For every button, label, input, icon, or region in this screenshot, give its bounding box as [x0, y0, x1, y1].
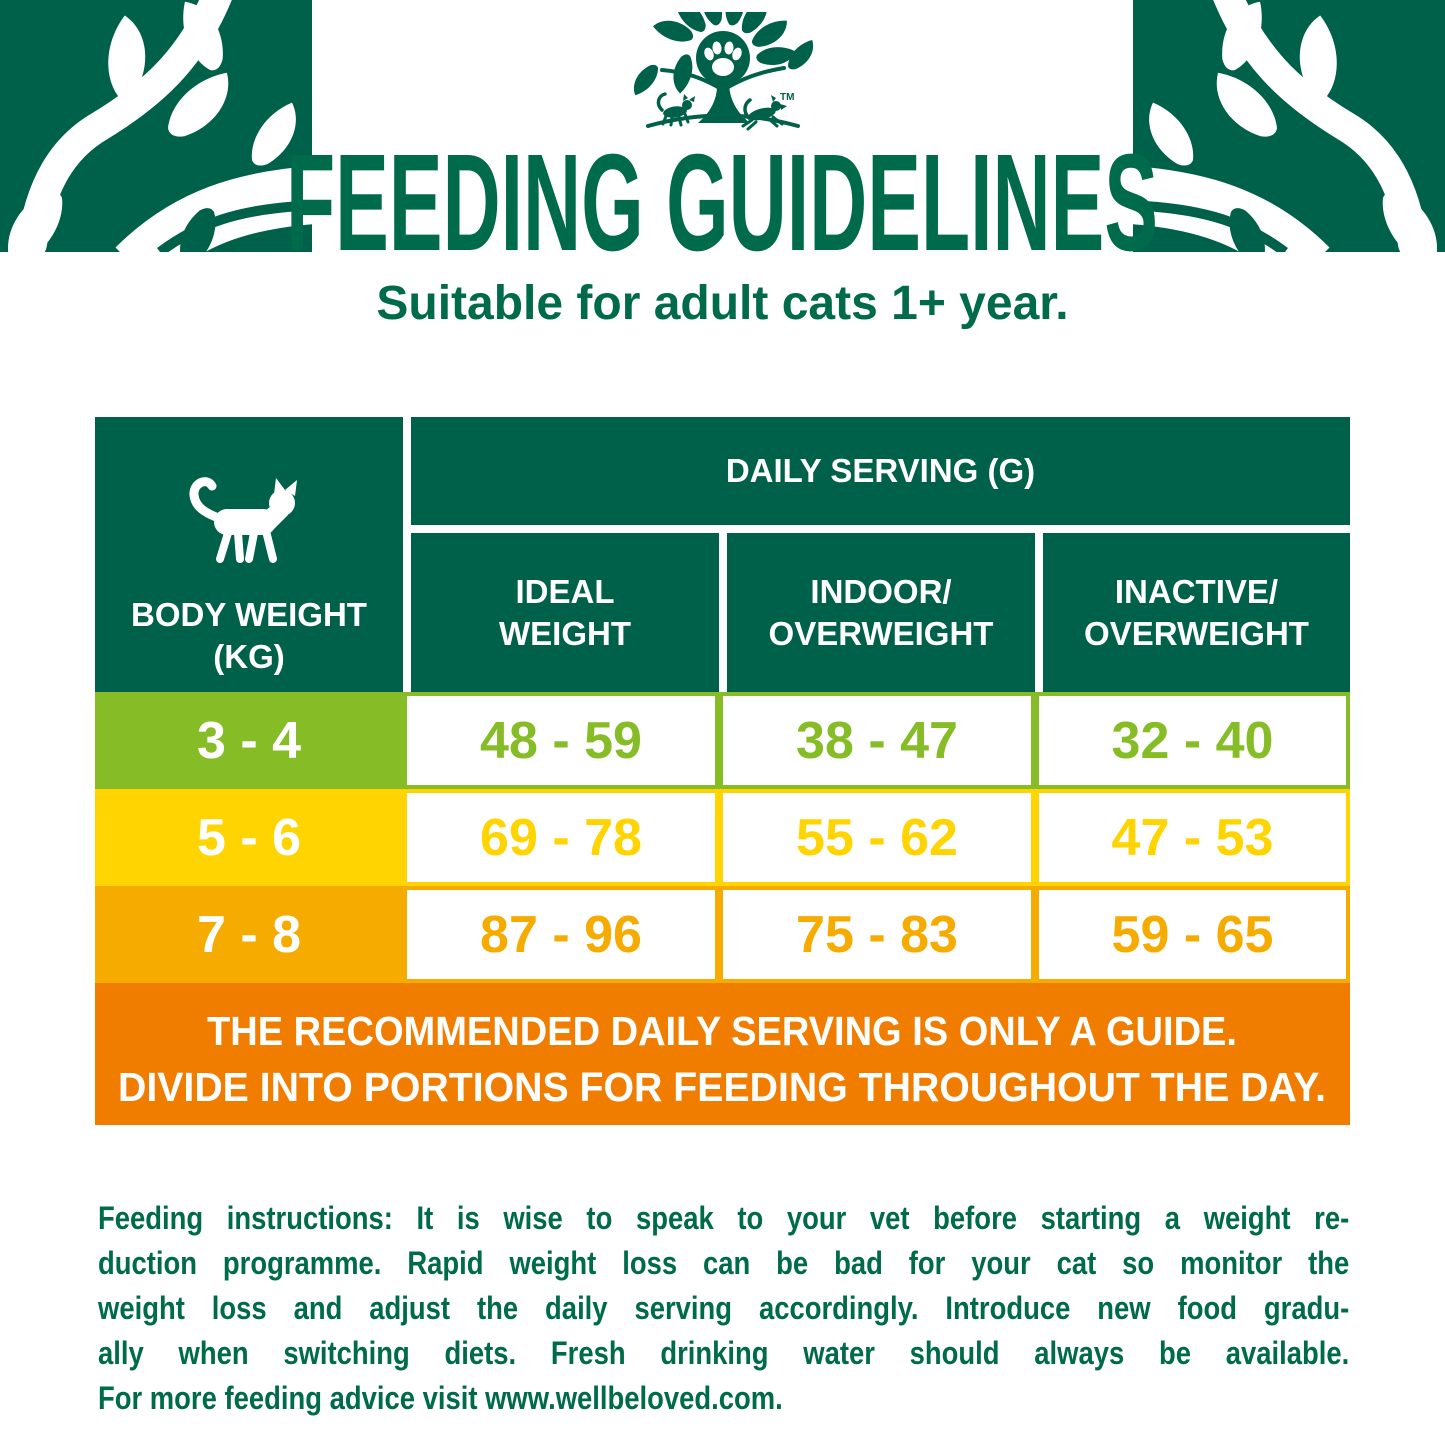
leaf-decoration-right-icon [1113, 0, 1445, 289]
indoor-overweight-value: 75 - 83 [719, 886, 1035, 983]
feeding-instructions-line: For more feeding advice visit www.wellbe… [98, 1380, 783, 1416]
indoor-overweight-value: 38 - 47 [719, 692, 1035, 789]
ideal-weight-value: 48 - 59 [403, 692, 719, 789]
feeding-instructions: Feeding instructions: It is wise to spea… [98, 1196, 1350, 1421]
page-title: FEEDING GUIDELINES [286, 138, 1158, 273]
table-row: 5 - 6 69 - 78 55 - 62 47 - 53 [95, 789, 1350, 886]
table-row: 7 - 8 87 - 96 75 - 83 59 - 65 [95, 886, 1350, 983]
feeding-instructions-line: duction programme. Rapid weight loss can… [98, 1245, 1350, 1281]
table-row: 3 - 4 48 - 59 38 - 47 32 - 40 [95, 692, 1350, 789]
feeding-instructions-line: ally when switching diets. Fresh drinkin… [98, 1335, 1350, 1371]
feeding-instructions-line: weight loss and adjust the daily serving… [98, 1290, 1350, 1326]
page-title-wrap: FEEDING GUIDELINES [0, 126, 1445, 280]
ideal-weight-value: 87 - 96 [403, 886, 719, 983]
banner-line-2: DIVIDE INTO PORTIONS FOR FEEDING THROUGH… [118, 1064, 1326, 1110]
indoor-overweight-header-cell: INDOOR/ OVERWEIGHT [727, 533, 1035, 692]
banner-line-1: THE RECOMMENDED DAILY SERVING IS ONLY A … [207, 1008, 1237, 1054]
feeding-table-header: BODY WEIGHT (KG) DAILY SERVING (G) IDEAL… [95, 417, 1350, 692]
inactive-overweight-value: 47 - 53 [1035, 789, 1350, 886]
daily-serving-header-cell: DAILY SERVING (G) [411, 417, 1350, 525]
serving-guide-banner: THE RECOMMENDED DAILY SERVING IS ONLY A … [95, 983, 1350, 1125]
inactive-overweight-value: 32 - 40 [1035, 692, 1350, 789]
indoor-overweight-value: 55 - 62 [719, 789, 1035, 886]
feeding-instructions-line: Feeding instructions: It is wise to spea… [98, 1200, 1350, 1236]
page-subtitle: Suitable for adult cats 1+ year. [376, 277, 1069, 330]
trademark-symbol: TM [780, 92, 794, 103]
body-weight-header-label: BODY WEIGHT (KG) [131, 596, 367, 675]
body-weight-cell: 7 - 8 [95, 886, 403, 983]
body-weight-cell: 3 - 4 [95, 692, 403, 789]
leaf-decoration-left-icon [0, 0, 332, 289]
inactive-overweight-header-cell: INACTIVE/ OVERWEIGHT [1043, 533, 1350, 692]
tree-paw-cat-dog-logo-icon: TM [628, 0, 818, 139]
inactive-overweight-value: 59 - 65 [1035, 886, 1350, 983]
ideal-weight-value: 69 - 78 [403, 789, 719, 886]
walking-cat-icon [184, 431, 314, 578]
ideal-weight-header-cell: IDEAL WEIGHT [411, 533, 719, 692]
body-weight-cell: 5 - 6 [95, 789, 403, 886]
body-weight-header-cell: BODY WEIGHT (KG) [95, 417, 403, 692]
feeding-table: BODY WEIGHT (KG) DAILY SERVING (G) IDEAL… [95, 417, 1350, 1125]
